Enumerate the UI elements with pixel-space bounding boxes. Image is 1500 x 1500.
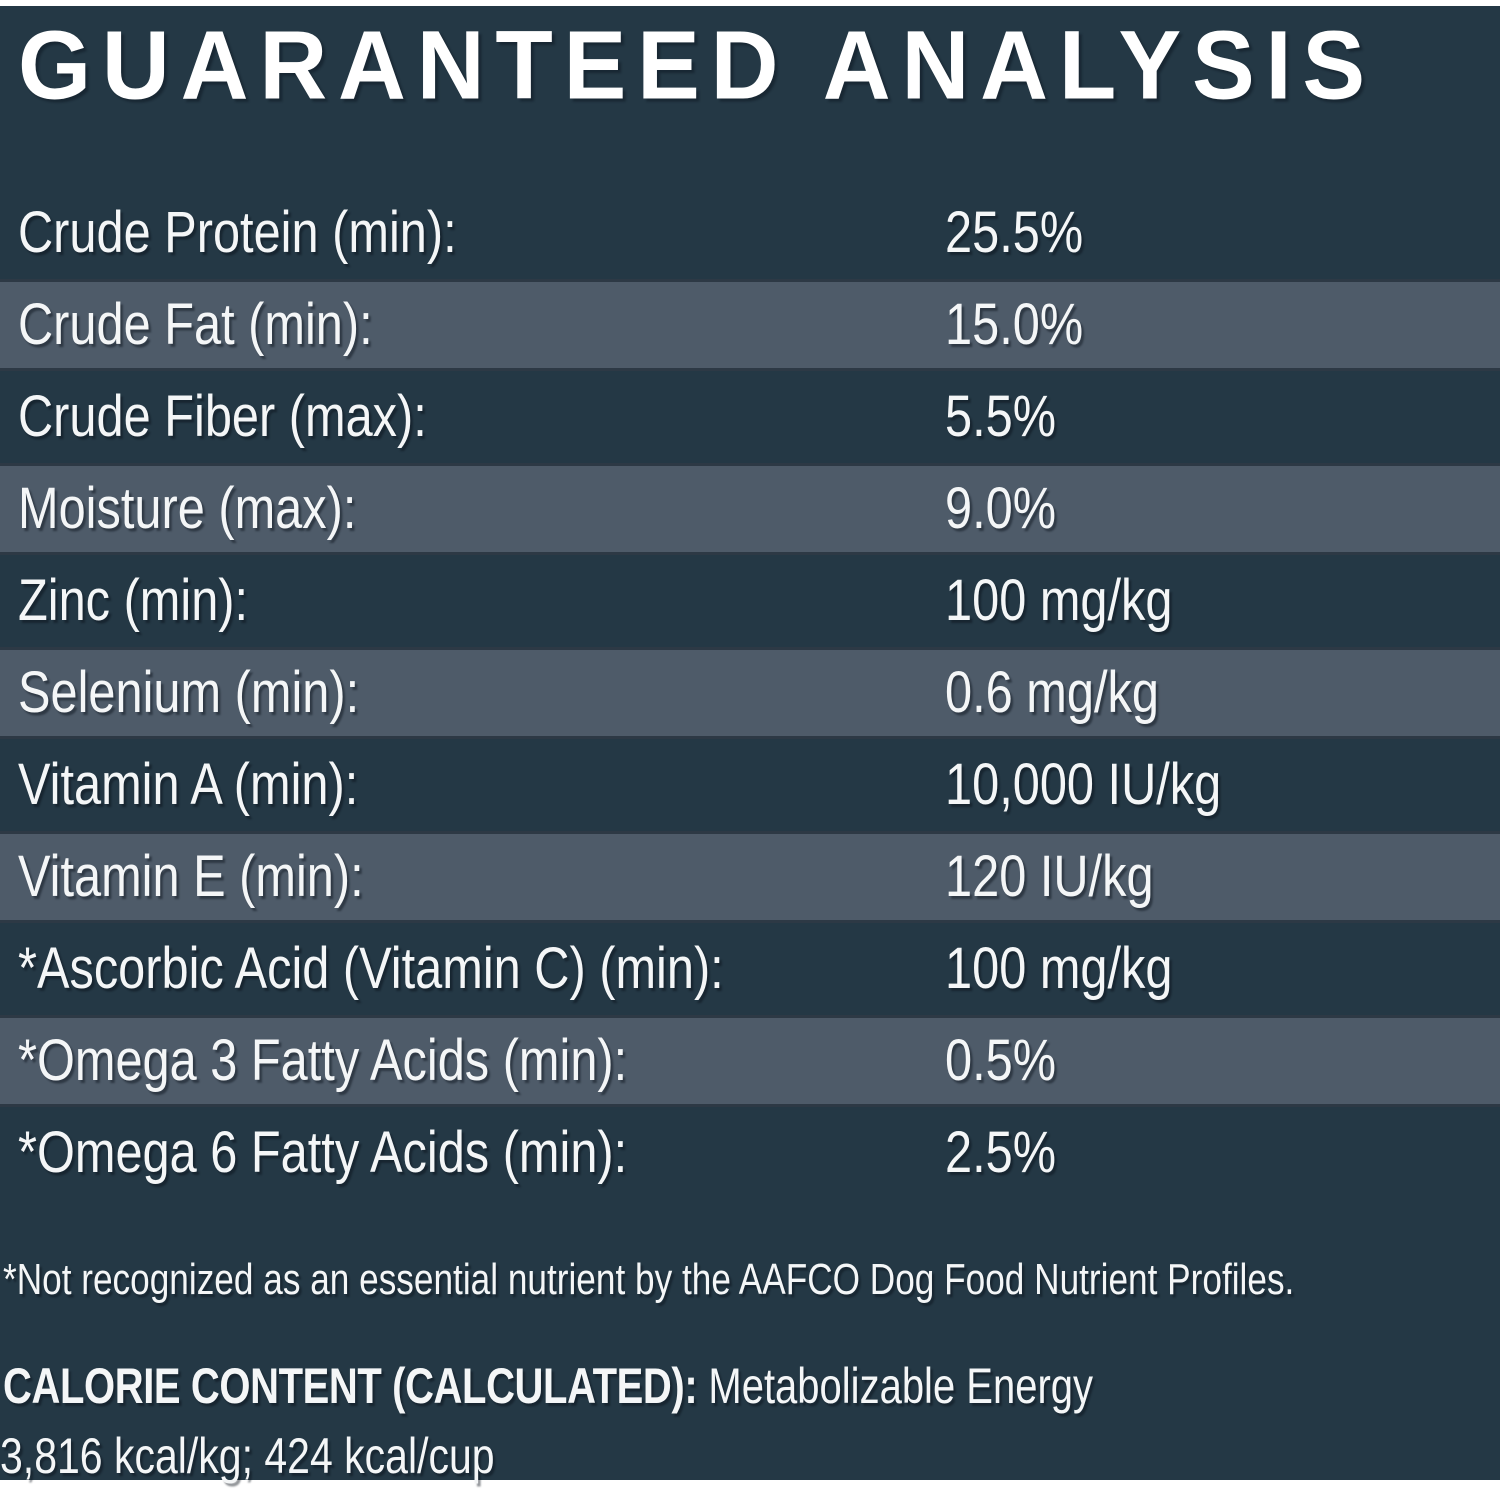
table-row: Zinc (min): 100 mg/kg bbox=[0, 555, 1500, 647]
nutrient-label: Moisture (max): bbox=[18, 475, 357, 541]
table-row: *Omega 6 Fatty Acids (min): 2.5% bbox=[0, 1107, 1500, 1199]
table-row: Vitamin A (min): 10,000 IU/kg bbox=[0, 739, 1500, 831]
nutrient-label: Crude Protein (min): bbox=[18, 199, 457, 265]
nutrient-value-cell: 5.5% bbox=[945, 371, 1500, 463]
nutrient-value: 5.5% bbox=[945, 383, 1057, 449]
nutrient-label-cell: Selenium (min): bbox=[0, 647, 945, 739]
nutrient-value: 100 mg/kg bbox=[945, 935, 1173, 1001]
nutrient-value-cell: 2.5% bbox=[945, 1107, 1500, 1199]
table-row: Crude Fat (min): 15.0% bbox=[0, 278, 1500, 371]
nutrient-label-cell: *Omega 6 Fatty Acids (min): bbox=[0, 1107, 945, 1199]
table-row: *Omega 3 Fatty Acids (min): 0.5% bbox=[0, 1014, 1500, 1107]
table-row: Crude Protein (min): 25.5% bbox=[0, 187, 1500, 279]
analysis-table: Crude Protein (min): 25.5% Crude Fat (mi… bbox=[0, 187, 1500, 1199]
nutrient-label: *Ascorbic Acid (Vitamin C) (min): bbox=[18, 935, 724, 1001]
nutrient-value: 2.5% bbox=[945, 1119, 1057, 1185]
nutrient-label-cell: Crude Fat (min): bbox=[0, 279, 945, 371]
nutrient-value: 0.6 mg/kg bbox=[945, 659, 1159, 725]
nutrient-label: *Omega 3 Fatty Acids (min): bbox=[18, 1027, 628, 1093]
nutrient-label-cell: Vitamin E (min): bbox=[0, 831, 945, 923]
nutrient-value: 100 mg/kg bbox=[945, 567, 1173, 633]
nutrient-label-cell: Zinc (min): bbox=[0, 555, 945, 647]
nutrient-value-cell: 0.6 mg/kg bbox=[945, 647, 1500, 739]
nutrient-label: Vitamin A (min): bbox=[18, 751, 359, 817]
nutrient-value: 0.5% bbox=[945, 1027, 1057, 1093]
table-row: Selenium (min): 0.6 mg/kg bbox=[0, 646, 1500, 739]
table-row: Crude Fiber (max): 5.5% bbox=[0, 371, 1500, 463]
nutrient-value-cell: 9.0% bbox=[945, 463, 1500, 555]
nutrient-label-cell: Moisture (max): bbox=[0, 463, 945, 555]
nutrient-label-cell: Crude Fiber (max): bbox=[0, 371, 945, 463]
panel-title: GUARANTEED ANALYSIS bbox=[18, 10, 1376, 120]
nutrient-value-cell: 100 mg/kg bbox=[945, 923, 1500, 1015]
guaranteed-analysis-panel: GUARANTEED ANALYSIS Crude Protein (min):… bbox=[0, 6, 1500, 1484]
nutrient-label-cell: Vitamin A (min): bbox=[0, 739, 945, 831]
calorie-content-description: Metabolizable Energy bbox=[708, 1357, 1094, 1414]
nutrient-value-cell: 10,000 IU/kg bbox=[945, 739, 1500, 831]
nutrient-label: Crude Fat (min): bbox=[18, 291, 373, 357]
nutrient-label: Crude Fiber (max): bbox=[18, 383, 427, 449]
nutrient-value: 15.0% bbox=[945, 291, 1084, 357]
nutrient-label-cell: *Omega 3 Fatty Acids (min): bbox=[0, 1015, 945, 1107]
nutrient-value: 25.5% bbox=[945, 199, 1084, 265]
table-row: *Ascorbic Acid (Vitamin C) (min): 100 mg… bbox=[0, 923, 1500, 1015]
nutrient-label-cell: Crude Protein (min): bbox=[0, 187, 945, 279]
table-row: Moisture (max): 9.0% bbox=[0, 462, 1500, 555]
nutrient-value: 10,000 IU/kg bbox=[945, 751, 1222, 817]
kcal-values-text: 3,816 kcal/kg; 424 kcal/cup bbox=[0, 1427, 495, 1484]
kcal-values-line: 3,816 kcal/kg; 424 kcal/cup bbox=[0, 1427, 1500, 1485]
nutrient-value: 9.0% bbox=[945, 475, 1057, 541]
nutrient-value: 120 IU/kg bbox=[945, 843, 1154, 909]
nutrient-value-cell: 0.5% bbox=[945, 1015, 1500, 1107]
nutrient-label: *Omega 6 Fatty Acids (min): bbox=[18, 1119, 628, 1185]
nutrient-value-cell: 100 mg/kg bbox=[945, 555, 1500, 647]
nutrient-label: Zinc (min): bbox=[18, 567, 249, 633]
aafco-footnote: *Not recognized as an essential nutrient… bbox=[0, 1255, 1500, 1305]
nutrient-label: Selenium (min): bbox=[18, 659, 360, 725]
nutrient-value-cell: 25.5% bbox=[945, 187, 1500, 279]
calorie-content-line: CALORIE CONTENT (CALCULATED): Metaboliza… bbox=[0, 1357, 1500, 1415]
nutrient-label: Vitamin E (min): bbox=[18, 843, 364, 909]
nutrient-value-cell: 120 IU/kg bbox=[945, 831, 1500, 923]
nutrient-value-cell: 15.0% bbox=[945, 279, 1500, 371]
calorie-content-heading: CALORIE CONTENT (CALCULATED): bbox=[3, 1357, 698, 1414]
aafco-footnote-text: *Not recognized as an essential nutrient… bbox=[3, 1254, 1295, 1304]
nutrient-label-cell: *Ascorbic Acid (Vitamin C) (min): bbox=[0, 923, 945, 1015]
table-row: Vitamin E (min): 120 IU/kg bbox=[0, 830, 1500, 923]
